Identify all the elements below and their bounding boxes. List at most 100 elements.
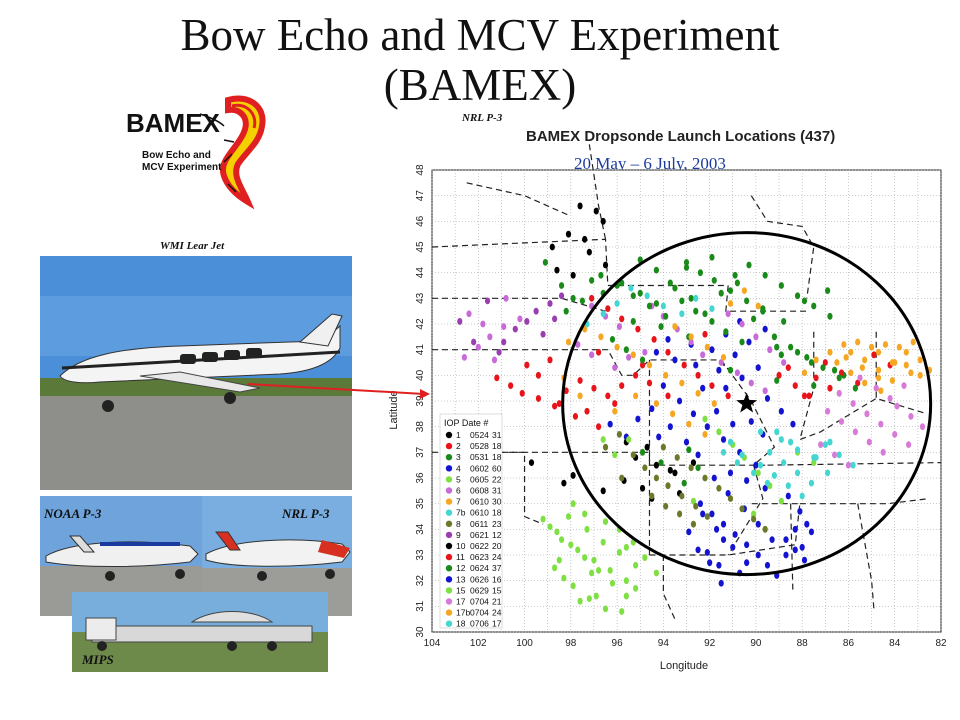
dropsonde-point <box>725 392 731 400</box>
dropsonde-point <box>801 392 808 400</box>
dropsonde-point <box>623 346 629 354</box>
dropsonde-point <box>616 430 623 438</box>
dropsonde-point <box>533 307 539 315</box>
dropsonde-point <box>753 461 759 469</box>
dropsonde-point <box>593 207 599 215</box>
dropsonde-point <box>688 294 694 302</box>
dropsonde-point <box>852 384 858 392</box>
dropsonde-point <box>646 361 653 369</box>
dropsonde-point <box>660 382 666 389</box>
dropsonde-point <box>713 525 720 533</box>
mips-label: MIPS <box>82 652 114 667</box>
dropsonde-point <box>894 402 900 410</box>
y-tick-label: 32 <box>415 575 426 587</box>
dropsonde-point <box>693 307 699 315</box>
dropsonde-point <box>607 567 613 574</box>
dropsonde-point <box>681 479 687 487</box>
legend-swatch <box>445 553 453 561</box>
legend-iop: 7b <box>456 508 466 518</box>
slide-title-line2: (BAMEX) <box>383 60 577 110</box>
border-sd-mn <box>431 238 729 287</box>
dropsonde-point <box>653 400 660 407</box>
dropsonde-point <box>917 356 923 364</box>
dropsonde-point <box>679 492 685 500</box>
dropsonde-point <box>764 561 771 569</box>
dropsonde-point <box>653 300 660 307</box>
dropsonde-point <box>568 541 574 549</box>
dropsonde-point <box>591 384 597 392</box>
dropsonde-point <box>718 289 724 297</box>
dropsonde-point <box>732 271 738 279</box>
legend-swatch <box>445 498 453 505</box>
dropsonde-point <box>503 294 509 302</box>
bamex-logo: BAMEX Bow Echo and MCV Experiment <box>120 92 280 212</box>
dropsonde-point <box>600 538 606 546</box>
dropsonde-point <box>558 536 565 543</box>
dropsonde-point <box>825 287 831 295</box>
dropsonde-point <box>781 318 787 325</box>
dropsonde-point <box>711 474 717 482</box>
dropsonde-point <box>561 479 567 487</box>
logo-line2: MCV Experiment <box>142 162 222 173</box>
dropsonde-point <box>480 320 486 328</box>
legend-iop: 5 <box>456 474 461 484</box>
dropsonde-point <box>679 310 685 318</box>
dropsonde-point <box>572 413 579 420</box>
dropsonde-point <box>762 325 768 333</box>
dropsonde-point <box>630 318 636 325</box>
dropsonde-point <box>813 454 819 461</box>
dropsonde-point <box>720 436 727 443</box>
dropsonde-point <box>700 384 706 392</box>
legend-iop: 17b <box>456 608 470 618</box>
dropsonde-point <box>484 297 491 305</box>
dropsonde-point <box>730 543 736 551</box>
dropsonde-point <box>630 451 636 459</box>
dropsonde-point <box>619 315 625 323</box>
dropsonde-point <box>575 546 581 554</box>
dropsonde-point <box>769 536 775 543</box>
dropsonde-point <box>730 420 736 428</box>
dropsonde-point <box>760 307 766 315</box>
dropsonde-point <box>792 546 798 554</box>
dropsonde-point <box>711 400 717 407</box>
legend-date: 0611 <box>470 519 489 529</box>
legend-swatch <box>445 476 453 483</box>
y-tick-label: 48 <box>415 164 426 176</box>
dropsonde-point <box>644 443 650 451</box>
range-ring <box>561 231 933 577</box>
legend-count: 37 <box>492 563 502 573</box>
legend-swatch <box>445 454 453 461</box>
y-axis-label: Latitude <box>388 390 400 429</box>
dropsonde-point <box>619 474 625 482</box>
dropsonde-point <box>672 469 678 477</box>
dropsonde-point <box>801 297 808 305</box>
legend-date: 0623 <box>470 552 489 562</box>
dropsonde-point <box>711 276 717 284</box>
dropsonde-point <box>630 292 636 300</box>
legend-count: 31 <box>492 486 502 496</box>
y-tick-label: 37 <box>415 446 426 458</box>
legend-date: 0704 <box>470 608 489 618</box>
dropsonde-point <box>646 302 653 310</box>
dropsonde-point <box>755 302 761 310</box>
dropsonde-point <box>542 259 548 266</box>
dropsonde-point <box>838 369 845 377</box>
legend-swatch <box>445 542 453 550</box>
border-nd-mn <box>588 144 607 240</box>
dropsonde-point <box>584 525 590 533</box>
y-tick-label: 45 <box>415 241 426 253</box>
dropsonde-point <box>774 377 780 384</box>
dropsonde-point <box>781 459 787 466</box>
dropsonde-point <box>785 482 791 490</box>
aircraft-pointer-arrow <box>247 383 425 395</box>
dropsonde-point <box>741 287 747 295</box>
dropsonde-point <box>665 482 671 490</box>
dropsonde-point <box>639 484 646 492</box>
legend-swatch <box>445 487 453 494</box>
dropsonde-point <box>561 574 567 582</box>
dropsonde-point <box>739 374 745 382</box>
legend-iop: 2 <box>456 441 461 451</box>
dropsonde-point <box>748 379 754 387</box>
dropsonde-point <box>598 333 604 341</box>
chart-subtitle: 20 May – 6 July, 2003 <box>574 154 726 173</box>
